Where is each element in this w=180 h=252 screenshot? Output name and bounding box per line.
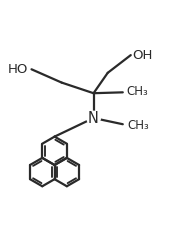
Circle shape	[87, 111, 100, 125]
Text: OH: OH	[132, 49, 153, 61]
Text: CH₃: CH₃	[127, 119, 149, 132]
Text: N: N	[88, 111, 99, 125]
Text: HO: HO	[8, 63, 28, 76]
Text: CH₃: CH₃	[126, 85, 148, 98]
